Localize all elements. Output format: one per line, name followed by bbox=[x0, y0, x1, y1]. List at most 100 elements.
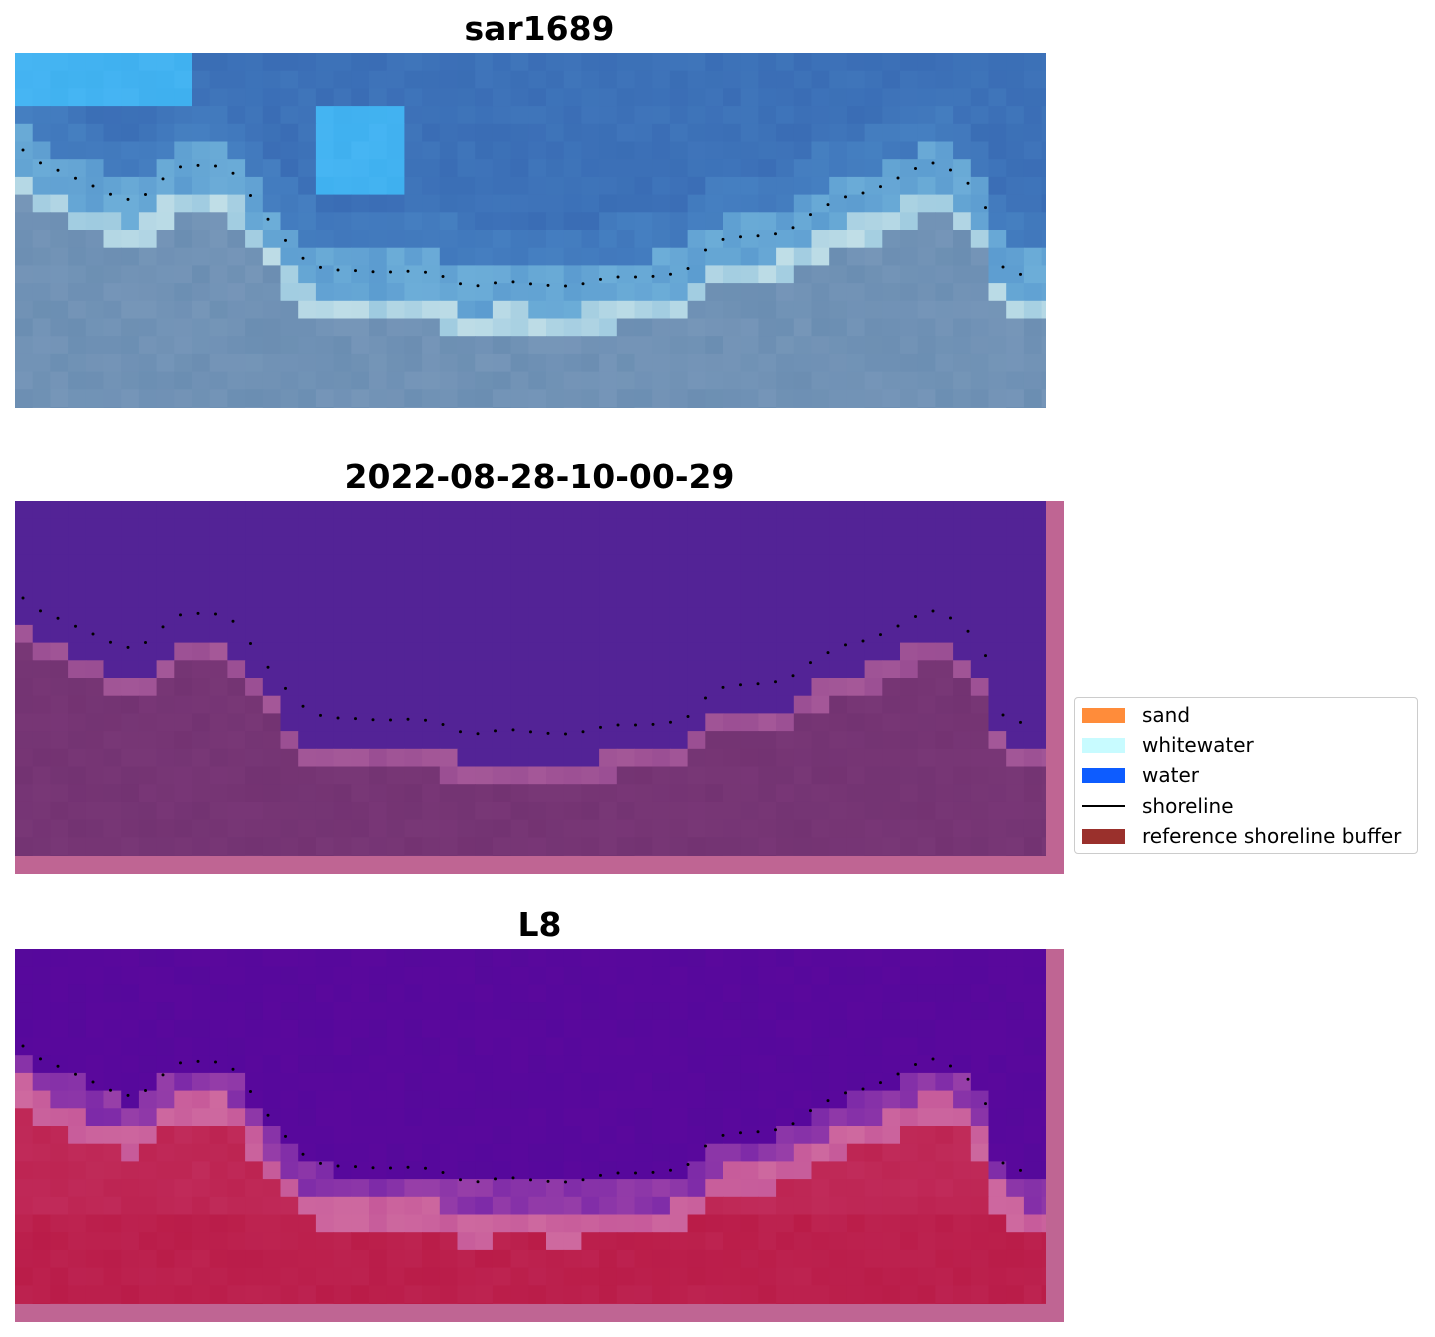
raster-cell bbox=[121, 678, 140, 697]
raster-cell bbox=[103, 819, 122, 838]
shoreline-point bbox=[21, 596, 25, 600]
raster-cell bbox=[652, 1090, 671, 1109]
raster-cell bbox=[121, 1196, 140, 1216]
raster-cell bbox=[1006, 230, 1025, 249]
raster-cell bbox=[776, 1126, 795, 1145]
raster-cell bbox=[492, 554, 512, 573]
raster-cell bbox=[864, 607, 883, 626]
raster-cell bbox=[510, 53, 529, 72]
raster-cell bbox=[15, 300, 34, 320]
raster-cell bbox=[546, 766, 565, 785]
raster-cell bbox=[457, 1214, 476, 1233]
raster-cell bbox=[280, 1249, 299, 1269]
raster-cell bbox=[492, 88, 512, 107]
raster-cell bbox=[174, 713, 193, 732]
raster-cell bbox=[492, 642, 512, 661]
raster-cell bbox=[528, 336, 547, 355]
raster-cell bbox=[776, 1143, 795, 1162]
raster-cell bbox=[103, 70, 122, 89]
raster-cell bbox=[988, 389, 1007, 408]
raster-cell bbox=[970, 695, 990, 714]
raster-cell bbox=[68, 1037, 87, 1056]
raster-cell bbox=[85, 70, 105, 89]
raster-cell bbox=[776, 407, 795, 408]
raster-cell bbox=[528, 1179, 547, 1198]
raster-cell bbox=[85, 695, 105, 714]
raster-cell bbox=[1023, 371, 1043, 390]
raster-cell bbox=[811, 407, 830, 408]
raster-cell bbox=[50, 176, 69, 196]
raster-cell bbox=[669, 678, 689, 697]
raster-cell bbox=[528, 1161, 547, 1180]
raster-cell bbox=[192, 1072, 211, 1092]
raster-cell bbox=[404, 966, 423, 985]
raster-cell bbox=[510, 336, 529, 355]
raster-cell bbox=[245, 106, 264, 125]
raster-cell bbox=[68, 1267, 87, 1286]
raster-cell bbox=[634, 230, 653, 249]
raster-cell bbox=[369, 678, 388, 697]
raster-cell bbox=[1023, 1037, 1043, 1056]
raster-cell bbox=[280, 784, 299, 803]
raster-cell bbox=[616, 571, 636, 591]
raster-cell bbox=[740, 141, 759, 160]
raster-cell bbox=[280, 1072, 299, 1092]
raster-cell bbox=[900, 731, 919, 750]
raster-cell bbox=[245, 1232, 264, 1251]
raster-cell bbox=[68, 1143, 87, 1162]
raster-cell bbox=[900, 247, 919, 266]
raster-cell bbox=[298, 607, 317, 626]
raster-cell bbox=[1041, 53, 1046, 72]
raster-cell bbox=[156, 1179, 175, 1198]
raster-cell bbox=[68, 70, 87, 89]
raster-cell bbox=[864, 1267, 883, 1286]
raster-cell bbox=[687, 123, 706, 143]
raster-cell bbox=[953, 353, 972, 373]
raster-cell bbox=[546, 949, 565, 968]
raster-cell bbox=[156, 1037, 175, 1056]
raster-cell bbox=[280, 1179, 299, 1198]
raster-cell bbox=[634, 212, 653, 231]
raster-cell bbox=[882, 837, 901, 856]
raster-cell bbox=[988, 731, 1007, 750]
raster-cell bbox=[32, 283, 51, 302]
raster-cell bbox=[723, 176, 742, 196]
raster-cell bbox=[15, 159, 34, 178]
raster-cell bbox=[85, 1002, 105, 1021]
raster-cell bbox=[227, 1179, 246, 1198]
raster-cell bbox=[439, 984, 459, 1003]
raster-cell bbox=[616, 1143, 636, 1162]
raster-cell bbox=[634, 819, 653, 838]
shoreline-point bbox=[424, 718, 427, 722]
raster-cell bbox=[953, 123, 972, 143]
raster-cell bbox=[935, 141, 954, 160]
raster-cell bbox=[935, 1019, 954, 1039]
raster-cell bbox=[758, 212, 777, 231]
raster-cell bbox=[616, 1108, 636, 1127]
raster-cell bbox=[1006, 695, 1025, 714]
raster-cell bbox=[103, 501, 122, 520]
raster-cell bbox=[298, 695, 317, 714]
raster-cell bbox=[776, 784, 795, 803]
raster-cell bbox=[15, 1055, 34, 1074]
raster-cell bbox=[156, 1143, 175, 1162]
raster-cell bbox=[687, 88, 706, 107]
shoreline-swatch bbox=[1082, 805, 1125, 807]
raster-cell bbox=[138, 194, 158, 213]
raster-cell bbox=[510, 801, 529, 821]
raster-cell bbox=[422, 1179, 441, 1198]
raster-cell bbox=[227, 949, 246, 968]
shoreline-point bbox=[459, 1178, 462, 1182]
raster-cell bbox=[333, 984, 352, 1003]
raster-cell bbox=[475, 1267, 494, 1286]
raster-cell bbox=[599, 336, 618, 355]
raster-cell bbox=[510, 1214, 529, 1233]
raster-cell bbox=[457, 678, 476, 697]
raster-cell bbox=[634, 300, 653, 320]
raster-cell bbox=[864, 123, 883, 143]
raster-cell bbox=[634, 88, 653, 107]
raster-cell bbox=[156, 371, 175, 390]
raster-cell bbox=[369, 1037, 388, 1056]
shoreline-point bbox=[581, 730, 585, 734]
raster-cell bbox=[103, 966, 122, 985]
